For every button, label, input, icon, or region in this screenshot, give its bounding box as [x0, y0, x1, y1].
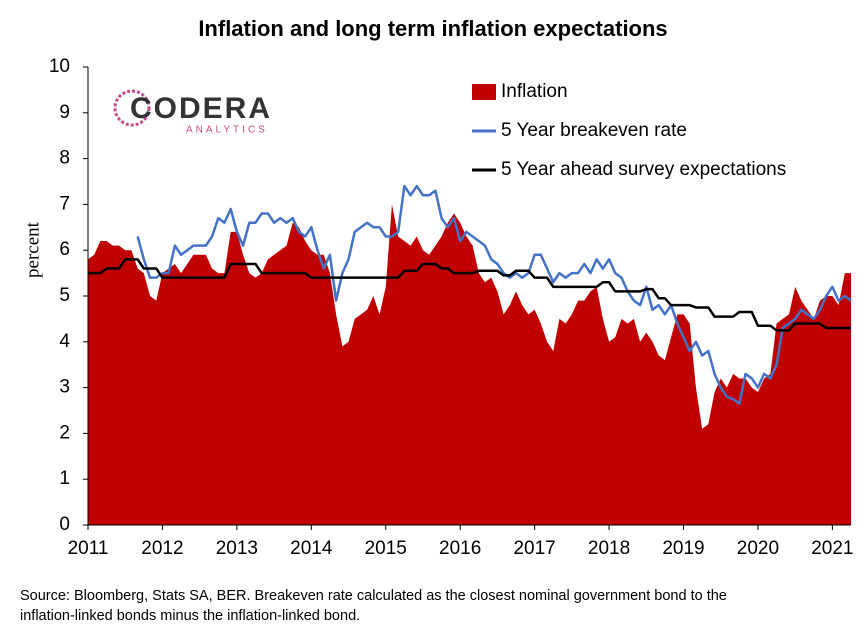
y-tick-label: 5 [59, 285, 70, 306]
y-tick-label: 8 [59, 148, 70, 169]
line [88, 258, 851, 332]
legend-label: Inflation [501, 81, 568, 102]
x-tick-label: 2017 [513, 538, 555, 559]
x-tick-label: 2014 [290, 538, 333, 559]
x-tick-label: 2011 [68, 538, 109, 559]
x-tick-label: 2013 [216, 538, 258, 559]
legend-swatch [472, 84, 496, 100]
line [136, 184, 852, 405]
legend-label: 5 Year breakeven rate [501, 120, 687, 141]
chart-title: Inflation and long term inflation expect… [198, 16, 667, 41]
y-tick-label: 9 [59, 102, 70, 123]
y-tick-label: 0 [59, 514, 70, 535]
logo-name: CODERA [130, 92, 272, 125]
x-tick-label: 2016 [439, 538, 481, 559]
source-note: inflation-linked bonds minus the inflati… [20, 608, 360, 624]
source-note: Source: Bloomberg, Stats SA, BER. Breake… [20, 588, 727, 604]
y-tick-label: 3 [59, 377, 70, 398]
y-axis-label: percent [22, 221, 43, 278]
x-tick-label: 2015 [365, 538, 407, 559]
logo-tagline: ANALYTICS [186, 125, 268, 136]
logo-mark [113, 89, 151, 127]
y-tick-label: 6 [59, 239, 70, 260]
y-tick-label: 2 [59, 422, 70, 443]
x-tick-label: 2020 [737, 538, 779, 559]
y-tick-label: 4 [59, 331, 70, 352]
plot-area [88, 184, 852, 525]
y-tick-label: 1 [59, 468, 70, 489]
legend-label: 5 Year ahead survey expectations [501, 159, 786, 180]
y-tick-label: 10 [49, 56, 70, 77]
x-tick-label: 2018 [588, 538, 630, 559]
area [88, 204, 851, 525]
logo: CODERA ANALYTICS [113, 89, 272, 136]
x-tick-label: 2012 [141, 538, 183, 559]
x-tick-label: 2019 [662, 538, 704, 559]
y-tick-label: 7 [59, 193, 70, 214]
x-tick-label: 2021 [811, 538, 853, 559]
